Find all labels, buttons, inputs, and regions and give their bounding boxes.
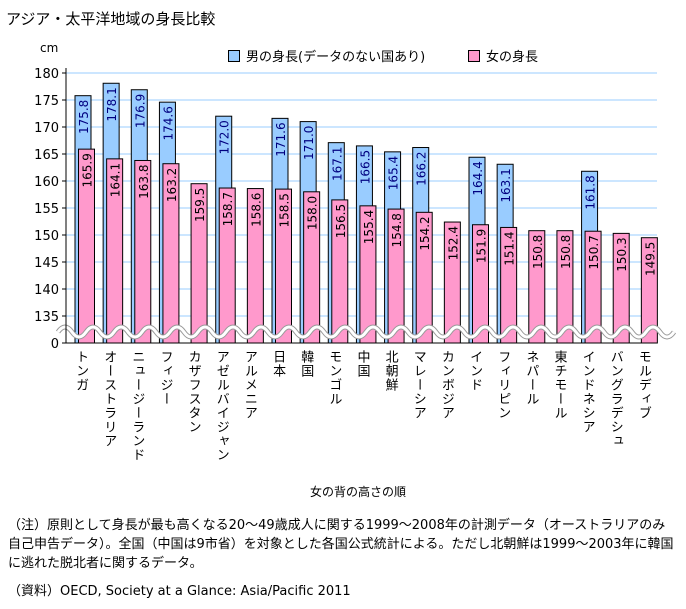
x-tick-label: マレーシア xyxy=(410,350,426,420)
data-label-female: 164.1 xyxy=(109,163,123,197)
data-label-female: 150.7 xyxy=(587,235,601,269)
data-label-male: 163.1 xyxy=(499,168,513,202)
data-label-female: 150.8 xyxy=(559,235,573,269)
data-label-male: 176.9 xyxy=(133,94,147,128)
y-tick-label: 175 xyxy=(34,94,59,109)
bar-chart: cm 180 175 170 165 160 155 150 145 140 135 0 175.8 16… xyxy=(34,41,677,350)
x-tick-label: フィリピン xyxy=(495,350,511,420)
y-tick-label: 165 xyxy=(34,148,59,163)
data-label-female: 156.5 xyxy=(334,204,348,238)
data-label-female: 151.4 xyxy=(503,231,517,265)
data-label-female: 155.4 xyxy=(362,210,376,244)
data-label-female: 152.4 xyxy=(446,226,460,260)
data-label-male: 166.5 xyxy=(358,150,372,184)
data-label-male: 167.1 xyxy=(330,147,344,181)
axis-break-icon xyxy=(56,325,676,339)
y-tick-label: 135 xyxy=(34,310,59,325)
y-tick-label: 0 xyxy=(51,337,59,350)
x-tick-label: オーストラリア xyxy=(101,350,117,448)
x-axis-title: 女の背の高さの順 xyxy=(310,485,407,499)
chart-title: アジア・太平洋地域の身長比較 xyxy=(6,10,216,28)
x-tick-label: カザフスタン xyxy=(185,350,201,434)
y-tick-label: 160 xyxy=(34,175,59,190)
data-label-female: 158.7 xyxy=(221,192,235,226)
legend-label-male: 男の身長(データのない国あり) xyxy=(246,50,426,65)
x-tick-label: バングラデシュ xyxy=(607,350,623,448)
x-tick-label: アゼルバイジャン xyxy=(213,350,229,462)
data-label-male: 172.0 xyxy=(218,120,232,154)
x-tick-label: 中国 xyxy=(354,350,370,378)
x-tick-label: インドネシア xyxy=(579,350,595,434)
data-label-male: 178.1 xyxy=(105,87,119,121)
x-tick-label: ニュージーランド xyxy=(129,350,145,462)
footnote: （注）原則として身長が最も高くなる20～49歳成人に関する1999～2008年の… xyxy=(8,518,674,571)
legend-swatch-male xyxy=(228,49,240,62)
data-label-female: 150.8 xyxy=(531,235,545,269)
source-note: （資料）OECD, Society at a Glance: Asia/Paci… xyxy=(8,584,351,599)
data-label-female: 158.0 xyxy=(306,196,320,230)
data-label-male: 161.8 xyxy=(584,175,598,209)
x-tick-label: 北朝鮮 xyxy=(382,350,398,392)
x-tick-label: モンゴル xyxy=(326,350,342,406)
y-tick-label: 180 xyxy=(34,67,59,82)
data-label-female: 150.3 xyxy=(615,237,629,271)
data-label-male: 174.6 xyxy=(161,106,175,140)
y-tick-label: 150 xyxy=(34,229,59,244)
data-label-female: 159.5 xyxy=(193,188,207,222)
legend-swatch-female xyxy=(468,49,480,62)
data-label-female: 163.2 xyxy=(165,168,179,202)
data-label-male: 175.8 xyxy=(77,100,91,134)
y-tick-label: 170 xyxy=(34,121,59,136)
data-label-female: 163.8 xyxy=(137,164,151,198)
x-tick-label: モルディブ xyxy=(635,350,651,420)
x-tick-label: ネパール xyxy=(523,350,539,406)
x-tick-label: カンボジア xyxy=(438,350,454,420)
x-tick-label: インド xyxy=(467,350,483,392)
data-label-female: 158.6 xyxy=(249,193,263,227)
x-tick-label: 東チモール xyxy=(551,350,567,420)
data-label-female: 149.5 xyxy=(643,242,657,276)
data-label-female: 165.9 xyxy=(81,153,95,187)
legend-male: 男の身長(データのない国あり) xyxy=(228,46,425,65)
y-axis-unit: cm xyxy=(40,41,58,55)
legend-label-female: 女の身長 xyxy=(486,50,539,65)
legend-female: 女の身長 xyxy=(468,46,538,65)
data-label-female: 154.8 xyxy=(390,213,404,247)
x-tick-label: アルメニア xyxy=(241,350,257,420)
data-label-female: 154.2 xyxy=(418,216,432,250)
data-label-male: 171.0 xyxy=(302,126,316,160)
y-tick-label: 145 xyxy=(34,256,59,271)
y-tick-label: 155 xyxy=(34,202,59,217)
data-label-male: 166.2 xyxy=(415,152,429,186)
x-tick-label: 韓国 xyxy=(298,350,314,378)
x-tick-label: 日本 xyxy=(270,350,286,378)
data-label-female: 151.9 xyxy=(475,229,489,263)
data-label-male: 171.6 xyxy=(274,122,288,156)
data-label-male: 164.4 xyxy=(471,161,485,195)
x-tick-label: トンガ xyxy=(73,350,89,392)
data-label-female: 158.5 xyxy=(278,193,292,227)
data-label-male: 165.4 xyxy=(387,156,401,190)
x-tick-label: フィジー xyxy=(157,350,173,406)
y-tick-label: 140 xyxy=(34,283,59,298)
